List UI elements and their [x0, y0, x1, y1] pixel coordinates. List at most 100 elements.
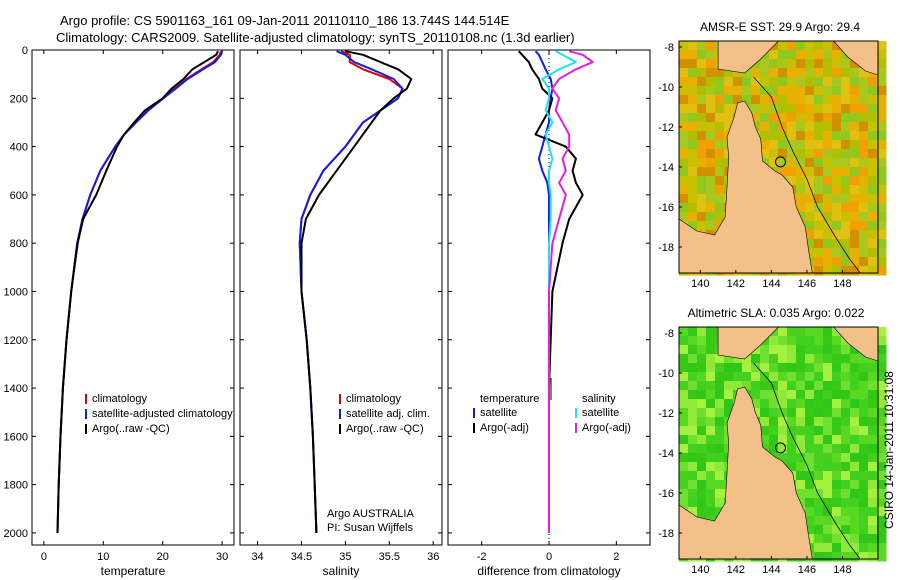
map-cell	[715, 185, 725, 195]
map-cell	[859, 203, 869, 213]
map-cell	[850, 552, 860, 562]
map-cell	[760, 95, 770, 105]
map-cell	[688, 417, 698, 427]
legend-entry: satellite adj. clim.	[346, 408, 430, 420]
map-cell	[697, 158, 707, 168]
map-cell	[877, 489, 887, 499]
map-cell	[859, 68, 869, 78]
map-cell	[841, 426, 851, 436]
map-cell	[823, 176, 833, 186]
map-cell	[679, 68, 689, 78]
map-cell	[787, 417, 797, 427]
map-cell	[751, 86, 761, 96]
map-cell	[742, 372, 752, 382]
map-cell	[859, 552, 869, 562]
map-cell	[832, 230, 842, 240]
map-cell	[814, 426, 824, 436]
map-cell	[769, 113, 779, 123]
map-cell	[796, 59, 806, 69]
map-cell	[823, 257, 833, 267]
map-cell	[859, 399, 869, 409]
map-cell	[769, 104, 779, 114]
map-cell	[706, 462, 716, 472]
map-cell	[778, 426, 788, 436]
x-tick-label: 142	[727, 278, 745, 290]
map-cell	[724, 104, 734, 114]
map-cell	[868, 426, 878, 436]
map-cell	[823, 516, 833, 526]
map-cell	[805, 185, 815, 195]
map-cell	[814, 50, 824, 60]
map-cell	[787, 408, 797, 418]
map-cell	[832, 417, 842, 427]
map-cell	[841, 95, 851, 105]
y-tick-label: 1400	[4, 383, 28, 395]
map-cell	[706, 390, 716, 400]
map-cell	[832, 50, 842, 60]
map-cell	[823, 68, 833, 78]
map-cell	[796, 372, 806, 382]
map-cell	[859, 95, 869, 105]
map-cell	[823, 534, 833, 544]
map-cell	[796, 336, 806, 346]
map-cell	[850, 122, 860, 132]
map-cell	[877, 167, 887, 177]
map-cell	[832, 68, 842, 78]
map-cell	[850, 498, 860, 508]
map-cell	[850, 158, 860, 168]
map-cell	[679, 471, 689, 481]
map-cell	[814, 68, 824, 78]
map-cell	[877, 68, 887, 78]
map-cell	[877, 516, 887, 526]
map-cell	[778, 336, 788, 346]
map-cell	[706, 417, 716, 427]
map-cell	[814, 525, 824, 535]
x-tick-label: 148	[833, 278, 851, 290]
series-line-argo-raw-qc-	[56, 50, 219, 533]
map-cell	[715, 86, 725, 96]
map-cell	[796, 86, 806, 96]
map-cell	[679, 444, 689, 454]
map-cell	[823, 212, 833, 222]
map-cell	[877, 59, 887, 69]
map-cell	[814, 435, 824, 445]
map-cell	[688, 221, 698, 231]
map-cell	[796, 167, 806, 177]
map-cell	[814, 381, 824, 391]
map-cell	[787, 68, 797, 78]
map-cell	[679, 408, 689, 418]
map-cell	[679, 498, 689, 508]
map-cell	[760, 390, 770, 400]
map-cell	[796, 149, 806, 159]
map-cell	[679, 480, 689, 490]
map-cell	[715, 408, 725, 418]
map-cell	[859, 212, 869, 222]
map-cell	[841, 543, 851, 553]
map-cell	[823, 248, 833, 258]
map-cell	[850, 516, 860, 526]
map-cell	[868, 372, 878, 382]
map-cell	[841, 194, 851, 204]
map-cell	[778, 59, 788, 69]
map-cell	[706, 185, 716, 195]
map-cell	[814, 59, 824, 69]
map-cell	[841, 230, 851, 240]
map-cell	[760, 113, 770, 123]
map-cell	[859, 471, 869, 481]
map-cell	[751, 68, 761, 78]
map-cell	[877, 336, 887, 346]
map-cell	[859, 86, 869, 96]
map-cell	[877, 408, 887, 418]
map-cell	[805, 248, 815, 258]
map-cell	[805, 203, 815, 213]
map-cell	[814, 480, 824, 490]
map-cell	[832, 426, 842, 436]
map-cell	[688, 471, 698, 481]
map-cell	[688, 444, 698, 454]
map-cell	[859, 417, 869, 427]
map-cell	[814, 221, 824, 231]
map-cell	[760, 345, 770, 355]
map-cell	[688, 185, 698, 195]
map-cell	[823, 417, 833, 427]
